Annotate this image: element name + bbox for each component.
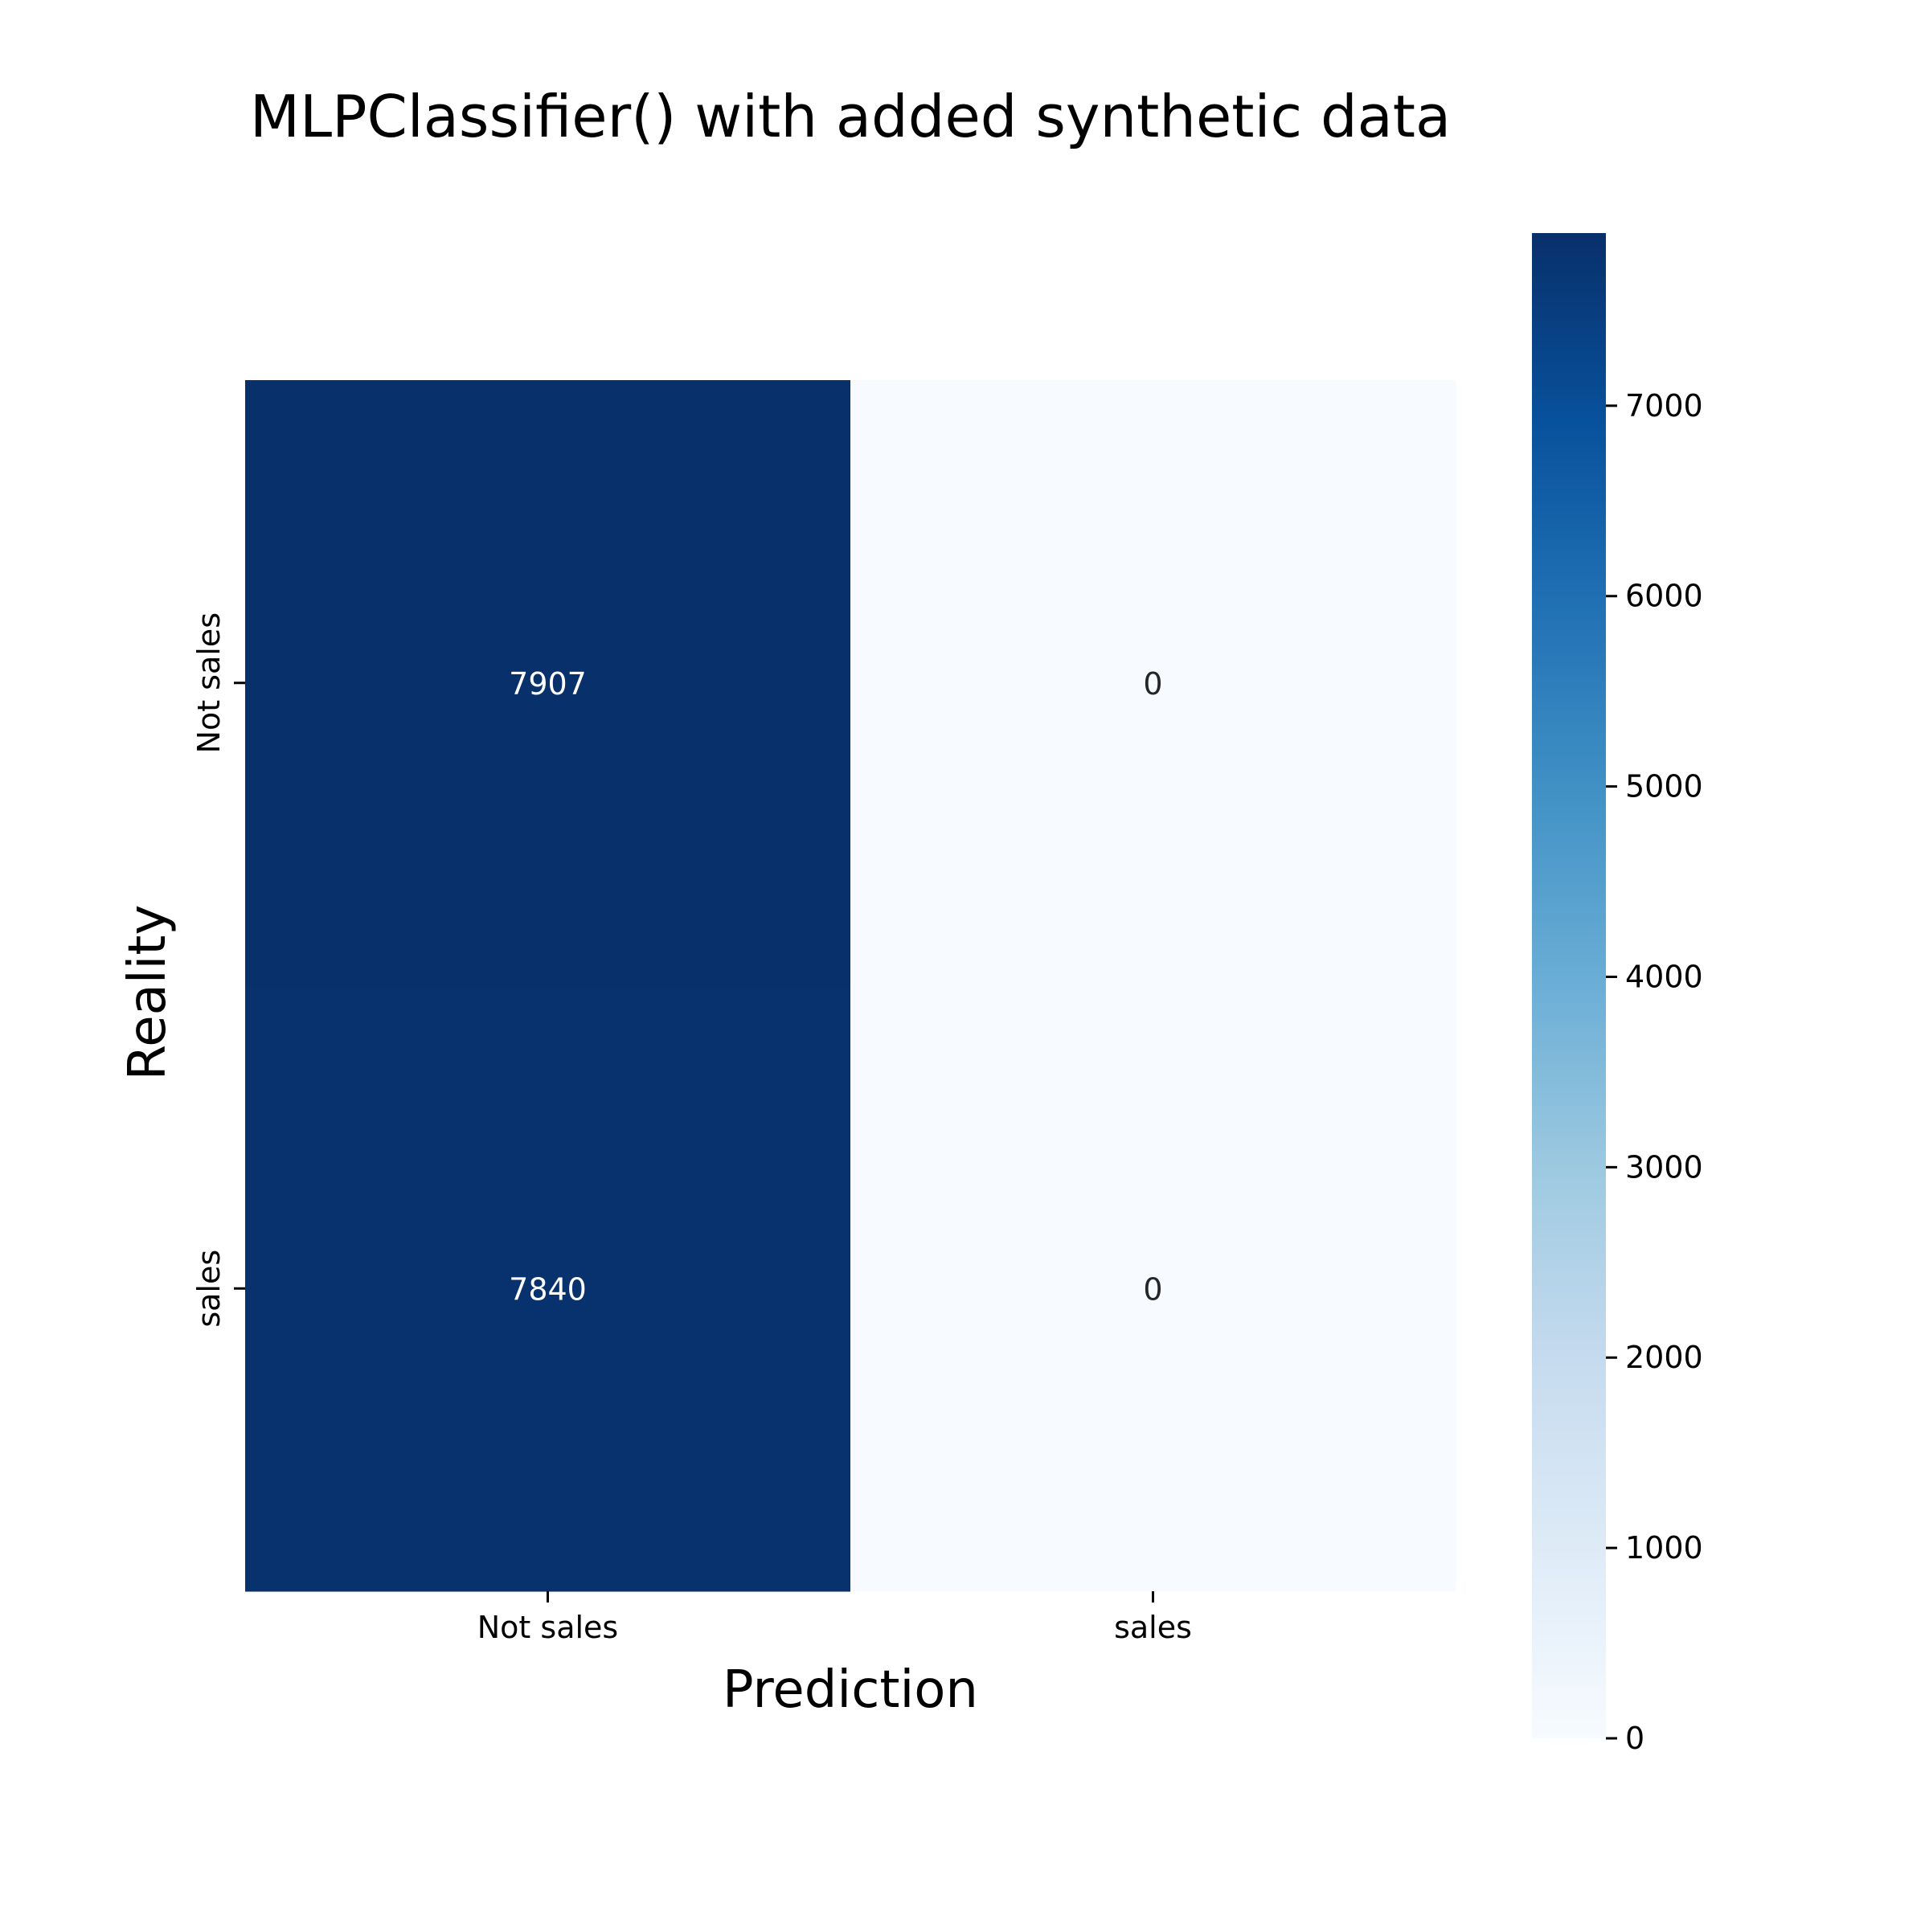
heatmap-cells — [245, 380, 1456, 1592]
colorbar-tick-label: 1000 — [1625, 1530, 1703, 1566]
x-axis-label: Prediction — [723, 1660, 978, 1720]
chart-title: MLPClassifier() with added synthetic dat… — [250, 83, 1451, 150]
y-axis-label: Reality — [118, 905, 178, 1081]
cell-value-label: 7840 — [509, 1271, 587, 1307]
colorbar-tick-label: 0 — [1625, 1721, 1644, 1756]
cell-value-label: 7907 — [509, 666, 587, 702]
colorbar-ticks: 0 1000 2000 3000 4000 5000 6000 7000 — [1606, 388, 1703, 1756]
colorbar-tick-label: 7000 — [1625, 388, 1703, 424]
colorbar-tick-label: 5000 — [1625, 769, 1703, 804]
heatmap-cell — [245, 985, 851, 1592]
y-tick-label: sales — [191, 1250, 227, 1328]
heatmap-cell — [850, 380, 1456, 986]
x-axis-ticks: Not sales sales — [477, 1591, 1192, 1645]
heatmap-cell — [850, 985, 1456, 1592]
x-tick-label: Not sales — [477, 1610, 618, 1645]
colorbar-tick-label: 4000 — [1625, 959, 1703, 994]
heatmap-cell — [245, 380, 851, 986]
x-tick-label: sales — [1114, 1610, 1192, 1645]
cell-value-label: 0 — [1143, 1271, 1162, 1307]
colorbar-tick-label: 3000 — [1625, 1149, 1703, 1185]
colorbar-tick-label: 6000 — [1625, 579, 1703, 614]
y-tick-label: Not sales — [191, 612, 227, 753]
colorbar — [1532, 233, 1606, 1738]
colorbar-tick-label: 2000 — [1625, 1340, 1703, 1375]
cell-value-label: 0 — [1143, 666, 1162, 702]
cell-annotations: 7907 0 7840 0 — [509, 666, 1162, 1308]
y-axis-ticks: Not sales sales — [191, 612, 245, 1328]
